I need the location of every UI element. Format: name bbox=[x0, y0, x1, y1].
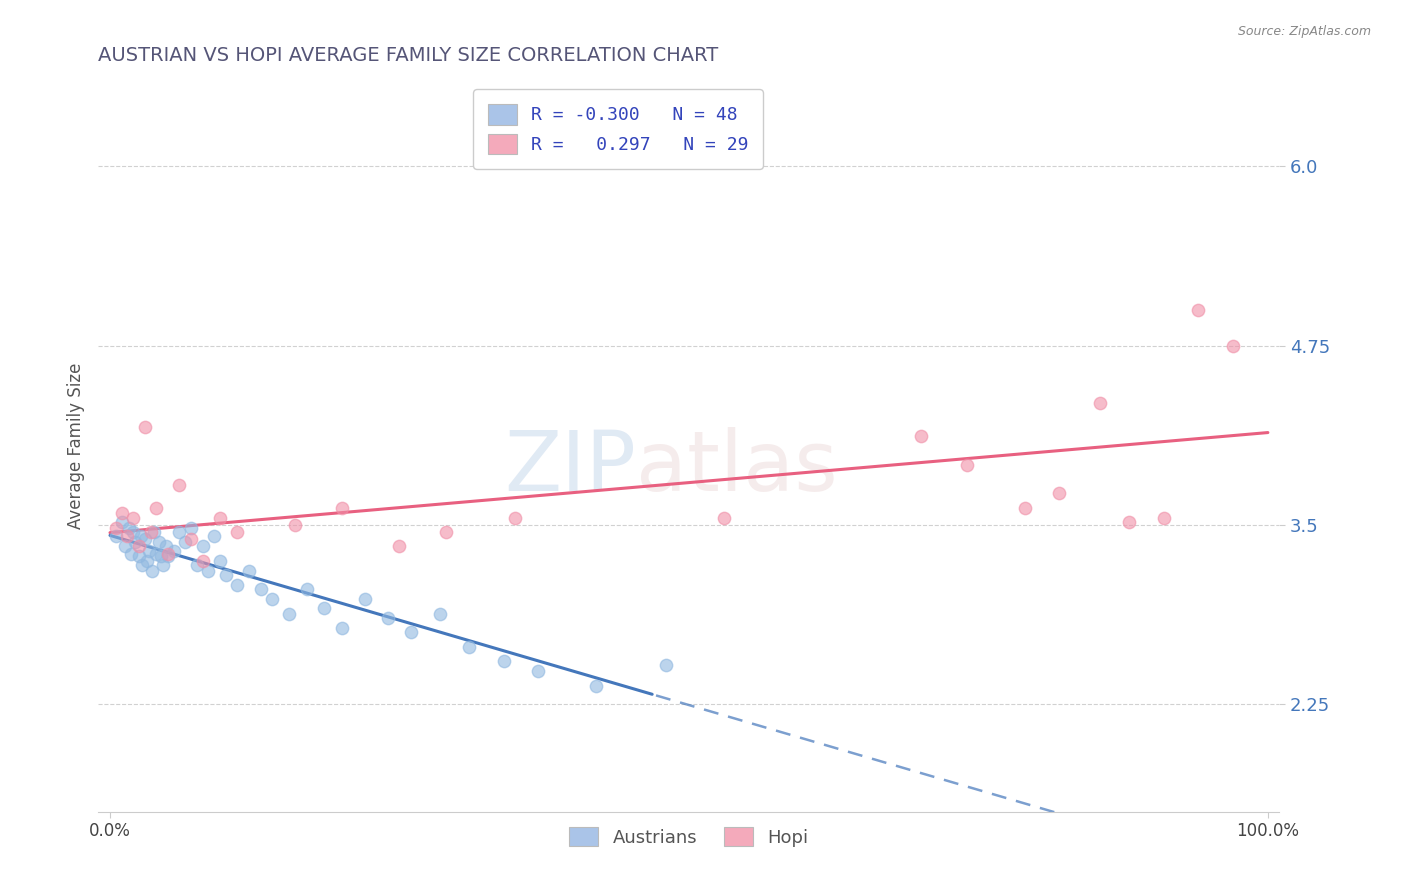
Point bbox=[388, 540, 411, 554]
Point bbox=[956, 458, 979, 472]
Point bbox=[226, 524, 249, 539]
Point bbox=[262, 592, 284, 607]
Point bbox=[585, 679, 607, 693]
Point bbox=[148, 535, 170, 549]
Point bbox=[174, 535, 197, 549]
Point bbox=[138, 543, 160, 558]
Text: atlas: atlas bbox=[636, 427, 838, 508]
Point bbox=[208, 510, 231, 524]
Point bbox=[1049, 486, 1071, 500]
Point bbox=[295, 582, 318, 597]
Point bbox=[249, 582, 271, 597]
Point bbox=[278, 607, 301, 621]
Point bbox=[1118, 515, 1140, 529]
Point bbox=[131, 558, 153, 572]
Point bbox=[399, 625, 422, 640]
Point bbox=[1153, 510, 1175, 524]
Point bbox=[128, 540, 150, 554]
Point bbox=[122, 524, 145, 539]
Point bbox=[180, 533, 202, 547]
Point bbox=[226, 578, 249, 592]
Point bbox=[1088, 396, 1111, 410]
Point bbox=[143, 524, 166, 539]
Point bbox=[1222, 338, 1244, 352]
Point bbox=[149, 549, 172, 564]
Y-axis label: Average Family Size: Average Family Size bbox=[66, 363, 84, 529]
Point bbox=[124, 535, 146, 549]
Point bbox=[156, 549, 179, 564]
Point bbox=[145, 500, 167, 515]
Point bbox=[208, 554, 231, 568]
Point bbox=[145, 547, 167, 561]
Point bbox=[139, 524, 162, 539]
Point bbox=[152, 558, 174, 572]
Point bbox=[377, 611, 399, 625]
Point bbox=[1014, 500, 1036, 515]
Point bbox=[197, 564, 219, 578]
Legend: Austrians, Hopi: Austrians, Hopi bbox=[562, 820, 815, 854]
Point bbox=[458, 640, 481, 654]
Point bbox=[169, 524, 191, 539]
Point bbox=[429, 607, 451, 621]
Point bbox=[104, 521, 127, 535]
Point bbox=[117, 529, 139, 543]
Point bbox=[191, 540, 214, 554]
Point bbox=[238, 564, 260, 578]
Point bbox=[330, 621, 353, 635]
Point bbox=[434, 524, 457, 539]
Point bbox=[330, 500, 353, 515]
Text: Source: ZipAtlas.com: Source: ZipAtlas.com bbox=[1237, 25, 1371, 38]
Point bbox=[129, 529, 152, 543]
Point bbox=[180, 521, 202, 535]
Point bbox=[186, 558, 208, 572]
Point bbox=[169, 477, 191, 491]
Point bbox=[655, 658, 678, 673]
Point bbox=[114, 540, 136, 554]
Point bbox=[136, 554, 159, 568]
Point bbox=[202, 529, 225, 543]
Point bbox=[527, 664, 550, 678]
Point bbox=[117, 521, 139, 535]
Point bbox=[1187, 302, 1209, 317]
Point bbox=[314, 601, 336, 615]
Point bbox=[284, 517, 307, 532]
Point bbox=[128, 549, 150, 564]
Point bbox=[134, 420, 156, 434]
Point bbox=[353, 592, 375, 607]
Point bbox=[122, 510, 145, 524]
Point bbox=[141, 564, 163, 578]
Point bbox=[156, 547, 179, 561]
Point bbox=[713, 510, 735, 524]
Point bbox=[503, 510, 526, 524]
Point bbox=[910, 429, 932, 443]
Point bbox=[104, 529, 127, 543]
Point bbox=[163, 543, 186, 558]
Point bbox=[120, 547, 142, 561]
Point bbox=[215, 568, 238, 582]
Point bbox=[492, 654, 515, 668]
Point bbox=[110, 507, 132, 521]
Point bbox=[134, 533, 156, 547]
Point bbox=[110, 515, 132, 529]
Point bbox=[191, 554, 214, 568]
Text: AUSTRIAN VS HOPI AVERAGE FAMILY SIZE CORRELATION CHART: AUSTRIAN VS HOPI AVERAGE FAMILY SIZE COR… bbox=[98, 45, 718, 65]
Text: ZIP: ZIP bbox=[503, 427, 636, 508]
Point bbox=[155, 540, 177, 554]
